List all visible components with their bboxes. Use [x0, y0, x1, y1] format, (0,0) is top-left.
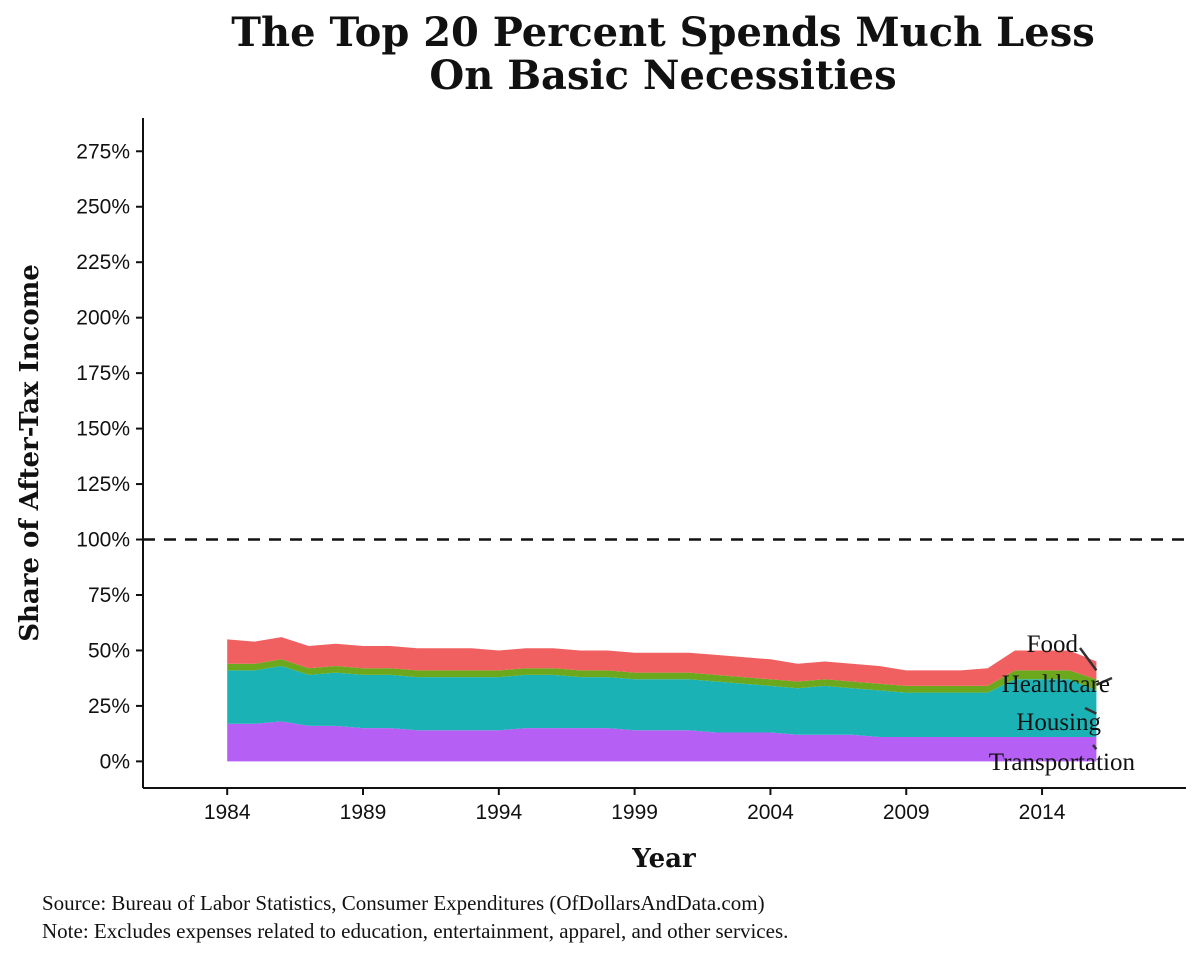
- y-tick-label: 175%: [76, 362, 130, 385]
- x-tick-label: 2004: [747, 801, 794, 824]
- axes: [142, 118, 1186, 789]
- area-food: [227, 637, 1097, 686]
- leader-housing: [1084, 706, 1097, 715]
- y-tick-label: 0%: [100, 750, 130, 773]
- x-tick-label: 1989: [340, 801, 387, 824]
- area-layers: [227, 637, 1097, 762]
- y-axis-ticks: 0% 25% 50% 75% 100% 125% 150% 175% 200% 225% 250% 2…: [76, 140, 143, 773]
- label-healthcare: Healthcare: [1002, 671, 1110, 698]
- x-tick-label: 1994: [475, 801, 522, 824]
- label-housing: Housing: [1016, 709, 1101, 736]
- x-axis-ticks: 1984 1989 1994 1999 2004 2009 2014: [204, 788, 1066, 824]
- leader-transportation: [1092, 744, 1098, 750]
- label-leader-lines: [1078, 647, 1113, 750]
- y-tick-label: 275%: [76, 140, 130, 163]
- y-tick-label: 75%: [88, 584, 130, 607]
- y-tick-label: 125%: [76, 473, 130, 496]
- x-tick-label: 1984: [204, 801, 251, 824]
- x-tick-label: 2009: [883, 801, 930, 824]
- leader-food: [1078, 647, 1098, 672]
- y-tick-label: 50%: [88, 639, 130, 662]
- chart-title-line-1: The Top 20 Percent Spends Much Less: [231, 9, 1095, 56]
- y-tick-label: 225%: [76, 251, 130, 274]
- chart-title-line-2: On Basic Necessities: [429, 52, 896, 99]
- area-transportation: [227, 721, 1097, 762]
- y-tick-label: 250%: [76, 196, 130, 219]
- x-tick-label: 1999: [611, 801, 658, 824]
- leader-healthcare: [1095, 676, 1113, 686]
- y-tick-label: 100%: [76, 529, 130, 552]
- y-tick-label: 150%: [76, 418, 130, 441]
- y-axis-title: Share of After-Tax Income: [15, 264, 45, 642]
- source-note: Source: Bureau of Labor Statistics, Cons…: [42, 891, 765, 915]
- x-axis-title: Year: [631, 844, 696, 874]
- y-tick-label: 200%: [76, 307, 130, 330]
- label-transportation: Transportation: [989, 749, 1136, 776]
- area-housing: [227, 666, 1097, 737]
- label-food: Food: [1027, 631, 1079, 658]
- footnote: Note: Excludes expenses related to educa…: [42, 919, 788, 943]
- area-healthcare: [227, 659, 1097, 693]
- x-tick-label: 2014: [1019, 801, 1066, 824]
- y-tick-label: 25%: [88, 695, 130, 718]
